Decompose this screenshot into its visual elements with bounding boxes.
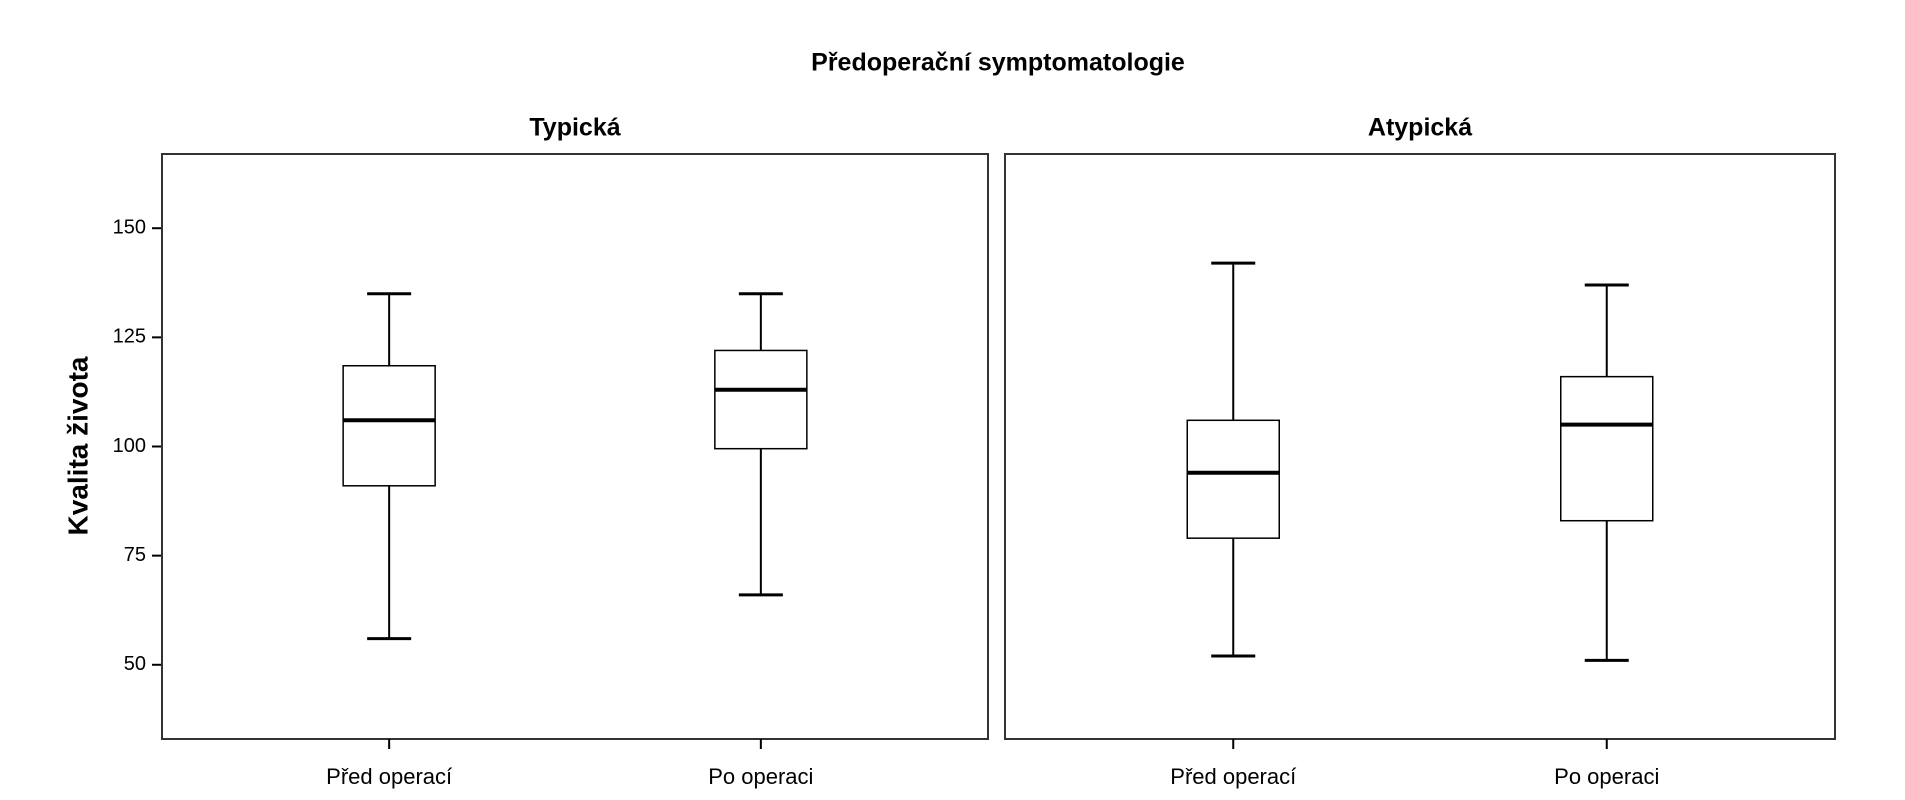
box	[1560, 375, 1654, 522]
box	[714, 349, 808, 450]
y-axis-label: Kvalita života	[62, 356, 93, 535]
y-tick-label: 150	[113, 216, 146, 238]
y-tick-label: 125	[113, 326, 146, 348]
x-tick-label: Před operací	[326, 764, 452, 789]
box	[342, 364, 436, 487]
x-tick-label: Před operací	[1170, 764, 1296, 789]
y-tick-label: 75	[124, 544, 146, 566]
panel-title: Atypická	[1368, 114, 1472, 142]
y-tick-label: 100	[113, 435, 146, 457]
y-tick-label: 50	[124, 653, 146, 675]
panel-frame	[1004, 153, 1836, 740]
x-tick-label: Po operaci	[708, 764, 813, 789]
chart-title: Předoperační symptomatologie	[811, 49, 1185, 77]
panel-title: Typická	[529, 114, 620, 142]
panel-frame	[161, 153, 989, 740]
box	[1186, 419, 1280, 539]
x-tick-label: Po operaci	[1554, 764, 1659, 789]
